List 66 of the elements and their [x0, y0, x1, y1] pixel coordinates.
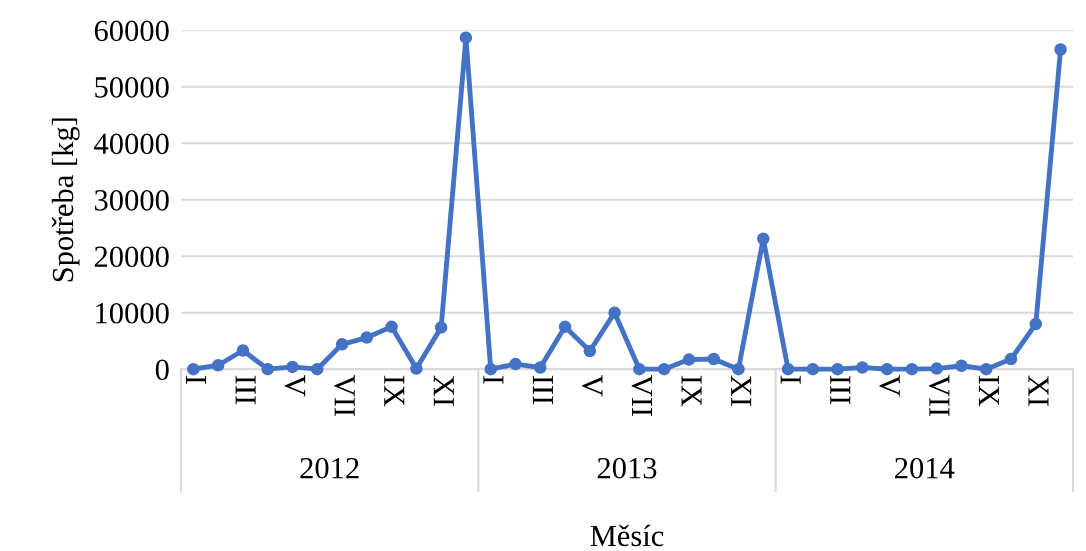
x-tick-label: III — [235, 375, 256, 405]
y-tick-label: 20000 — [94, 246, 169, 268]
x-tick-label: VII — [334, 375, 355, 417]
x-axis-title: Měsíc — [590, 524, 664, 547]
point — [360, 331, 374, 344]
y-tick-label: 50000 — [95, 77, 169, 98]
point — [583, 344, 597, 358]
point — [633, 362, 646, 376]
x-tick-label: I — [483, 375, 504, 384]
point — [880, 362, 894, 376]
x-tick-label: IX — [384, 375, 405, 407]
point — [608, 306, 621, 319]
point — [1054, 43, 1067, 56]
point — [979, 362, 993, 376]
x-tick-label: XI — [731, 375, 752, 406]
x-tick-label: V — [582, 375, 603, 397]
point — [509, 357, 522, 371]
point — [806, 362, 820, 376]
point — [385, 320, 398, 334]
x-tick-label: VII — [928, 375, 950, 417]
point — [558, 320, 572, 334]
point — [955, 359, 968, 373]
point — [831, 362, 844, 376]
y-tick-label: 0 — [155, 359, 169, 381]
text: 2013 — [597, 457, 657, 479]
point — [1029, 317, 1043, 331]
point — [732, 362, 745, 376]
y-tick-label: 30000 — [94, 190, 169, 211]
x-tick-label: VII — [631, 375, 653, 417]
x-tick-label: XI — [1028, 375, 1049, 406]
point — [757, 232, 770, 245]
point — [286, 360, 299, 374]
point — [459, 31, 473, 44]
point — [1004, 352, 1018, 366]
point — [657, 362, 671, 376]
x-tick-label: I — [780, 375, 801, 384]
x-tick-label: IX — [681, 375, 702, 407]
text: 2012 — [300, 457, 359, 479]
x-tick-label: III — [830, 375, 851, 405]
point — [930, 362, 943, 375]
point — [856, 361, 869, 374]
y-tick-label: 40000 — [94, 133, 169, 155]
text: 2014 — [895, 457, 955, 479]
point — [335, 338, 349, 351]
point — [410, 362, 423, 375]
x-tick-label: V — [284, 375, 306, 397]
point — [236, 344, 250, 357]
point — [905, 362, 919, 376]
x-tick-label: V — [879, 375, 900, 397]
y-tick-label: 10000 — [96, 302, 169, 324]
point — [211, 358, 225, 372]
point — [781, 362, 795, 376]
point — [682, 353, 696, 366]
point — [534, 361, 547, 374]
point — [707, 352, 720, 366]
y-tick-label: 60000 — [94, 20, 169, 42]
point — [311, 362, 324, 376]
point — [261, 362, 274, 376]
point — [434, 321, 448, 334]
x-tick-label: I — [186, 375, 207, 384]
x-tick-label: XI — [433, 375, 454, 406]
x-tick-label: IX — [978, 375, 999, 407]
y-axis-title: Spotřeba [kg] — [51, 118, 80, 282]
x-tick-label: III — [532, 375, 553, 405]
point — [484, 362, 497, 376]
point — [187, 362, 200, 376]
